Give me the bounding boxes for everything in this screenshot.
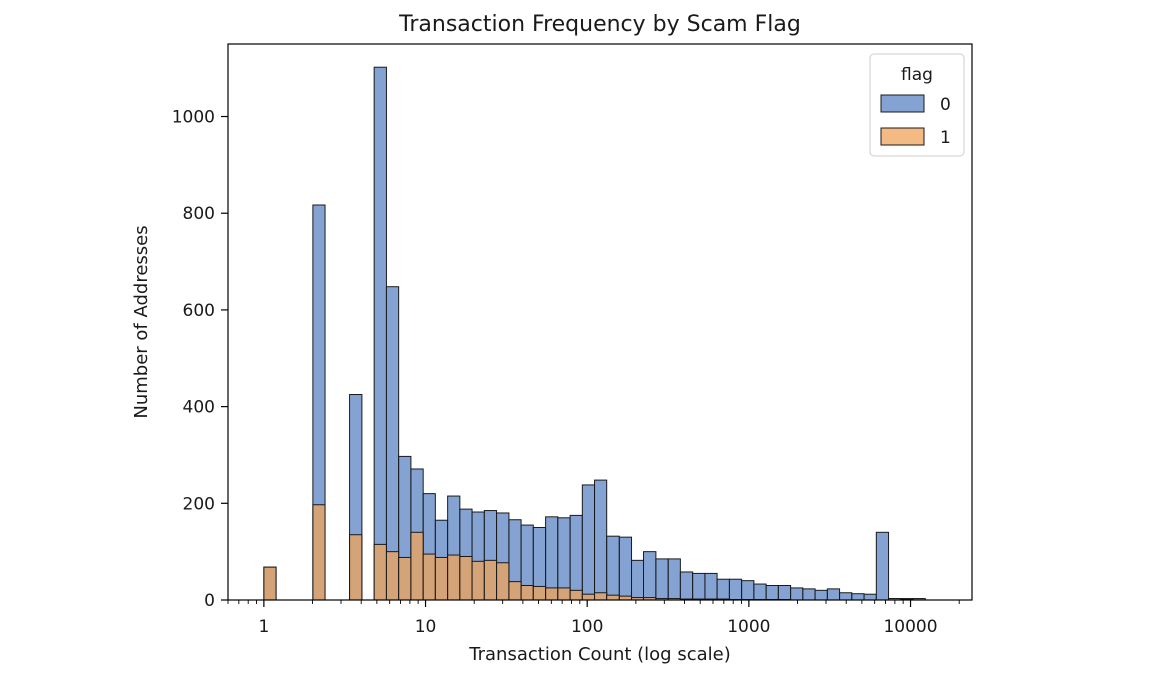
bar-flag-0 bbox=[668, 559, 680, 600]
bar-flag-1 bbox=[570, 590, 582, 600]
bar-flag-0 bbox=[754, 584, 766, 600]
bar-flag-1 bbox=[350, 535, 362, 600]
bar-flag-1 bbox=[521, 586, 533, 601]
bar-flag-0 bbox=[827, 589, 839, 600]
bar-flag-0 bbox=[852, 594, 864, 600]
bar-flag-1 bbox=[484, 560, 496, 600]
bar-flag-0 bbox=[595, 480, 607, 600]
bar-flag-1 bbox=[595, 593, 607, 600]
bar-flag-1 bbox=[497, 563, 509, 600]
bar-flag-1 bbox=[558, 588, 570, 600]
bar-flag-0 bbox=[619, 537, 631, 600]
bar-flag-0 bbox=[840, 593, 852, 600]
bar-flag-1 bbox=[509, 582, 521, 600]
bar-flag-0 bbox=[717, 579, 729, 600]
bar-flag-1 bbox=[582, 594, 594, 600]
bar-flag-1 bbox=[313, 505, 325, 600]
y-tick-label: 0 bbox=[204, 591, 215, 611]
bar-flag-1 bbox=[546, 588, 558, 600]
y-tick-label: 600 bbox=[183, 301, 215, 321]
bar-flag-1 bbox=[411, 532, 423, 600]
bar-flag-0 bbox=[864, 594, 876, 600]
y-tick-label: 400 bbox=[183, 398, 215, 418]
chart-title: Transaction Frequency by Scam Flag bbox=[398, 12, 801, 37]
bar-flag-0 bbox=[680, 572, 692, 600]
x-tick-label: 1000 bbox=[727, 617, 770, 637]
bar-flag-0 bbox=[766, 586, 778, 601]
x-tick-label: 100 bbox=[571, 617, 603, 637]
bar-flag-0 bbox=[644, 552, 656, 600]
bar-flag-1 bbox=[607, 595, 620, 600]
bar-flag-0 bbox=[693, 573, 705, 600]
y-tick-label: 200 bbox=[183, 494, 215, 514]
bar-flag-0 bbox=[791, 588, 803, 600]
legend-label-0: 0 bbox=[940, 95, 951, 115]
bar-flag-0 bbox=[570, 515, 582, 600]
bar-flag-0 bbox=[656, 559, 668, 600]
bar-flag-1 bbox=[533, 586, 545, 600]
y-tick-label: 800 bbox=[183, 204, 215, 224]
x-axis-label: Transaction Count (log scale) bbox=[468, 644, 730, 665]
bar-flag-0 bbox=[582, 485, 594, 600]
x-tick-label: 1 bbox=[258, 617, 269, 637]
bar-flag-1 bbox=[374, 544, 386, 600]
bar-flag-0 bbox=[607, 536, 620, 600]
bar-flag-1 bbox=[472, 561, 484, 600]
legend: flag 0 1 bbox=[870, 54, 964, 156]
bar-flag-0 bbox=[632, 560, 644, 600]
bar-flag-0 bbox=[778, 586, 790, 601]
bar-flag-0 bbox=[705, 573, 717, 600]
y-tick-label: 1000 bbox=[172, 108, 215, 128]
bar-flag-1 bbox=[386, 552, 398, 600]
bar-flag-0 bbox=[815, 590, 827, 600]
bar-flag-0 bbox=[374, 67, 386, 600]
y-axis-label: Number of Addresses bbox=[131, 225, 152, 418]
x-tick-label: 10000 bbox=[883, 617, 937, 637]
legend-label-1: 1 bbox=[940, 128, 951, 148]
bar-flag-1 bbox=[399, 557, 411, 600]
bar-flag-0 bbox=[876, 532, 888, 600]
legend-swatch-1 bbox=[881, 128, 924, 145]
bar-flag-1 bbox=[435, 557, 447, 600]
legend-swatch-0 bbox=[881, 95, 924, 112]
bar-flag-1 bbox=[460, 556, 472, 600]
legend-title: flag bbox=[901, 65, 933, 85]
x-tick-label: 10 bbox=[415, 617, 437, 637]
bar-flag-0 bbox=[803, 589, 815, 600]
bar-flag-0 bbox=[729, 579, 741, 600]
bar-flag-1 bbox=[448, 555, 460, 600]
bar-flag-0 bbox=[742, 581, 754, 600]
bar-flag-1 bbox=[423, 554, 435, 600]
bar-flag-1 bbox=[264, 567, 276, 600]
